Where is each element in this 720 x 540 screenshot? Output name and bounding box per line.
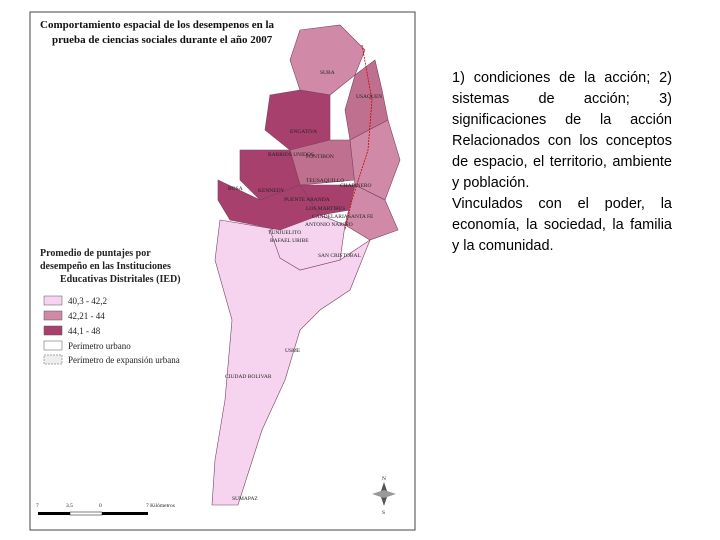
locality-label: TUNJUELITO bbox=[268, 230, 301, 236]
map-title: prueba de ciencias sociales durante el a… bbox=[52, 34, 273, 46]
locality-label: LOS MARTIRES bbox=[306, 206, 345, 212]
compass bbox=[372, 490, 396, 498]
map-title: Comportamiento espacial de los desempeno… bbox=[40, 19, 275, 31]
legend-swatch bbox=[43, 354, 63, 365]
locality-label: CANDELARIA bbox=[312, 214, 348, 220]
locality-label: SUMAPAZ bbox=[232, 496, 258, 502]
region-dark bbox=[217, 179, 321, 231]
locality-label: SANTA FE bbox=[348, 214, 374, 220]
legend-title: Educativas Distritales (IED) bbox=[60, 274, 181, 285]
locality-label: RAFAEL URIBE bbox=[270, 238, 309, 244]
locality-label: BARRIOS UNIDOS bbox=[268, 152, 314, 158]
locality-label: ENGATIVA bbox=[290, 129, 317, 135]
legend-item: Perímetro urbano bbox=[68, 341, 131, 351]
region-mid bbox=[289, 24, 366, 96]
scale-label: 7 bbox=[36, 503, 39, 509]
region-mid bbox=[344, 184, 399, 241]
regions bbox=[211, 24, 401, 506]
scale-bar bbox=[102, 512, 148, 515]
scale-bar bbox=[69, 511, 103, 516]
legend-title: desempeño en las Instituciones bbox=[40, 261, 171, 272]
paragraph: 1) condiciones de la acción; 2) sistemas… bbox=[452, 70, 672, 191]
locality-label: CIUDAD BOLIVAR bbox=[225, 374, 272, 380]
paragraph: Vinculados con el poder, la economía, la… bbox=[452, 196, 672, 254]
locality-label: TEUSAQUILLO bbox=[306, 178, 344, 184]
locality-label: BOSA bbox=[228, 186, 243, 192]
scale-label: 3.5 bbox=[66, 503, 73, 509]
legend-item: 40,3 - 42,2 bbox=[68, 296, 107, 306]
scale-label: 7 Kilómetros bbox=[146, 503, 175, 509]
scale-bar bbox=[38, 512, 70, 515]
region-mid bbox=[349, 119, 401, 201]
map: Comportamiento espacial de los desempeno… bbox=[29, 11, 416, 531]
scale-label: 0 bbox=[99, 503, 102, 509]
legend-item: Perímetro de expansión urbana bbox=[68, 355, 180, 365]
locality-label: SUBA bbox=[320, 70, 335, 76]
legend-swatch bbox=[43, 310, 63, 321]
legend-item: 44,1 - 48 bbox=[68, 326, 101, 336]
legend-swatch bbox=[43, 325, 63, 336]
locality-label: USAQUEN bbox=[356, 94, 382, 100]
locality-label: SAN CRISTOBAL bbox=[318, 253, 361, 259]
locality-label: FONTIBON bbox=[306, 154, 334, 160]
locality-label: PUENTE ARANDA bbox=[284, 197, 330, 203]
locality-label: KENNEDY bbox=[258, 188, 285, 194]
locality-label: ANTONIO NARIÑO bbox=[305, 220, 353, 228]
legend-swatch bbox=[43, 340, 63, 351]
legend-title: Promedio de puntajes por bbox=[40, 248, 151, 259]
compass-label: S bbox=[382, 510, 385, 516]
legend-swatch bbox=[43, 295, 63, 306]
locality-label: CHAPINERO bbox=[340, 183, 372, 189]
compass-label: N bbox=[382, 476, 386, 482]
urban-perimeter bbox=[344, 44, 373, 231]
text-block: 1) condiciones de la acción; 2) sistemas… bbox=[452, 68, 672, 257]
locality-label: USME bbox=[285, 348, 301, 354]
legend-item: 42,21 - 44 bbox=[68, 311, 105, 321]
